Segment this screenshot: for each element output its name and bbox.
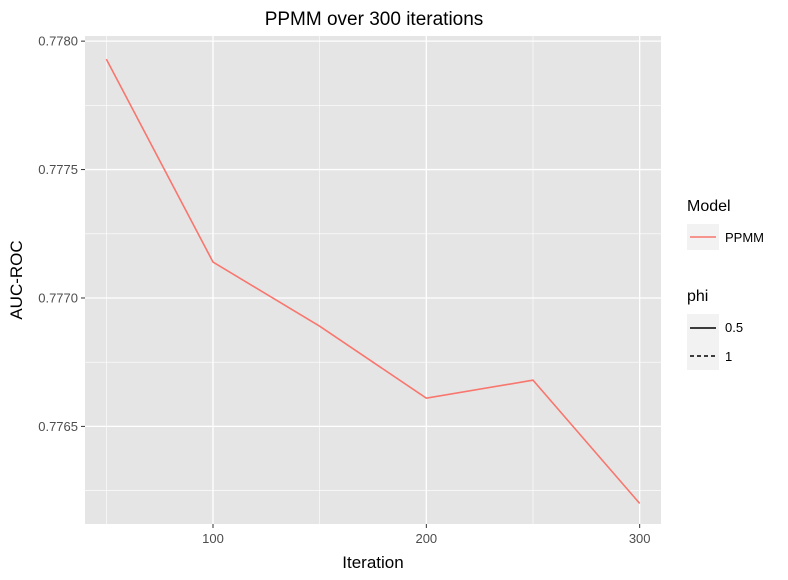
y-tick-label-1: 0.7770 [38,290,78,305]
data-point-5 [638,501,642,505]
plot-panel [85,36,661,524]
y-tick-label-0: 0.7765 [38,419,78,434]
legend-phi-label-0-5: 0.5 [725,320,743,335]
data-point-0 [104,57,108,61]
data-point-4 [531,378,535,382]
series-layer [105,58,641,504]
legend-phi-label-1: 1 [725,349,732,364]
x-axis: 100 200 300 [202,524,651,546]
grid-minor [85,36,661,524]
legend-model-title: Model [687,198,731,215]
data-point-3 [424,396,428,400]
chart-title: PPMM over 300 iterations [265,9,484,30]
y-tick-label-3: 0.7780 [38,34,78,49]
legend-model-label-ppmm: PPMM [725,230,764,245]
y-axis-title: AUC-ROC [7,240,26,319]
grid-major [85,36,661,524]
data-point-2 [318,324,322,328]
legend-phi-key-bg [687,314,719,370]
series-line-ppmm [105,58,641,504]
x-axis-title: Iteration [342,553,403,572]
y-tick-label-2: 0.7775 [38,162,78,177]
legend-model: Model PPMM [687,198,764,250]
x-tick-label-2: 300 [629,531,651,546]
legend-phi-title: phi [687,288,708,305]
x-tick-label-0: 100 [202,531,224,546]
data-point-1 [211,260,215,264]
x-tick-label-1: 200 [415,531,437,546]
legend-phi: phi 0.5 1 [687,288,743,370]
y-axis: 0.7765 0.7770 0.7775 0.7780 [38,34,85,434]
